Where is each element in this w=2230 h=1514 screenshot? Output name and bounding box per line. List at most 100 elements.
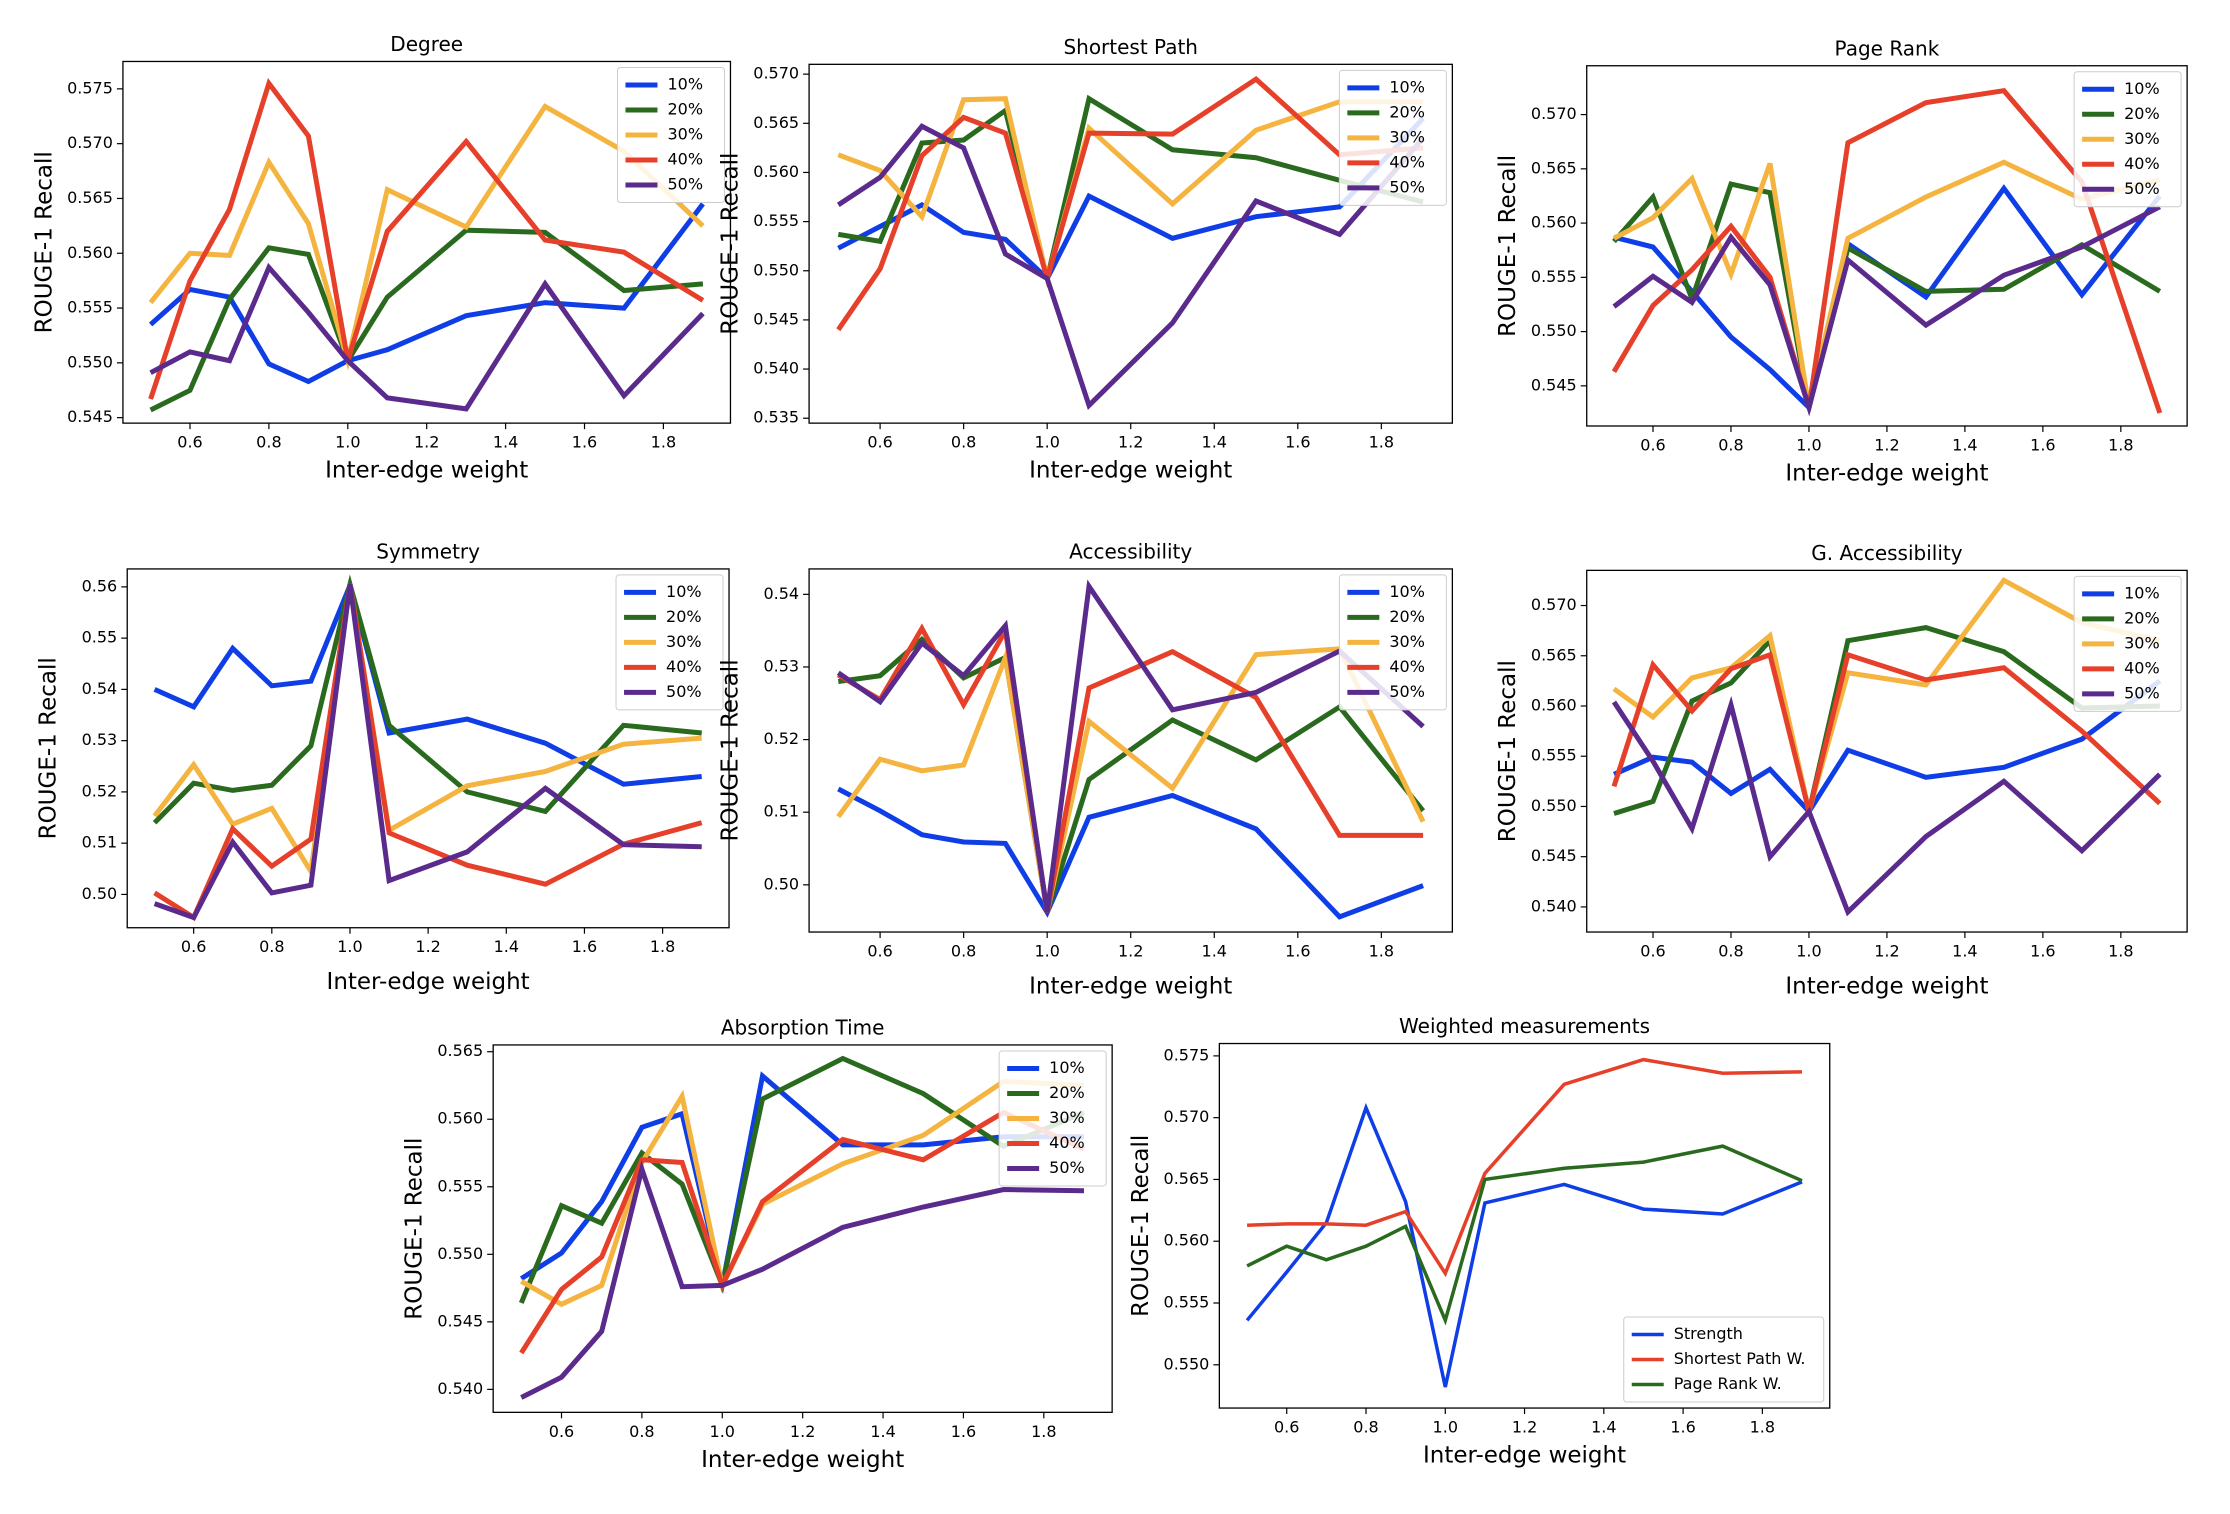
- y-tick-label: 0.555: [1164, 1293, 1210, 1312]
- series-line: [520, 1160, 1085, 1400]
- x-tick-label: 1.8: [2108, 942, 2133, 961]
- x-tick-label: 1.8: [1750, 1418, 1775, 1437]
- y-tick-label: 0.545: [1531, 846, 1577, 865]
- legend-label: 20%: [667, 99, 703, 118]
- y-tick-label: 0.555: [67, 298, 113, 317]
- x-tick-label: 1.8: [650, 937, 675, 956]
- chart-title: Weighted measurements: [1399, 1014, 1650, 1038]
- legend-label: 10%: [667, 74, 703, 93]
- y-tick-label: 0.535: [753, 408, 799, 427]
- y-axis-label: ROUGE-1 Recall: [1495, 155, 1521, 337]
- x-tick-label: 1.0: [1796, 942, 1821, 961]
- series-line: [1612, 204, 2161, 417]
- legend-label: 50%: [1049, 1158, 1085, 1177]
- x-tick-label: 0.6: [549, 1422, 574, 1441]
- legend-label: 40%: [1389, 152, 1425, 171]
- series-line: [1247, 1057, 1803, 1278]
- y-axis-label: ROUGE-1 Recall: [718, 659, 744, 841]
- chart-title: Accessibility: [1069, 539, 1192, 563]
- x-tick-label: 0.6: [1640, 435, 1665, 454]
- y-tick-label: 0.52: [82, 781, 118, 800]
- x-tick-label: 1.8: [1369, 433, 1394, 452]
- legend-label: 50%: [1389, 177, 1425, 196]
- x-tick-label: 1.8: [2108, 435, 2133, 454]
- y-tick-label: 0.565: [1531, 158, 1577, 177]
- y-tick-label: 0.560: [67, 243, 113, 262]
- x-tick-label: 0.8: [1718, 435, 1743, 454]
- y-tick-label: 0.52: [763, 729, 799, 748]
- x-tick-label: 0.8: [1718, 942, 1743, 961]
- y-tick-label: 0.560: [1531, 213, 1577, 232]
- x-tick-label: 1.6: [951, 1422, 976, 1441]
- y-tick-label: 0.565: [437, 1041, 483, 1060]
- x-tick-label: 1.8: [1369, 942, 1394, 961]
- series-line: [836, 123, 1425, 411]
- x-tick-label: 0.8: [259, 937, 284, 956]
- y-tick-label: 0.545: [753, 309, 799, 328]
- legend-label: 40%: [666, 657, 702, 676]
- subplot: 0.6 0.8 1.0 1.2 1.4 1.6 1.8 0.50 0.51 0.52 0.53 0.5…: [718, 539, 1454, 1000]
- x-tick-label: 0.8: [951, 942, 976, 961]
- y-tick-label: 0.50: [763, 874, 799, 893]
- y-tick-label: 0.565: [67, 188, 113, 207]
- x-axis-label: Inter-edge weight: [1029, 458, 1232, 484]
- y-tick-label: 0.565: [1164, 1169, 1210, 1188]
- x-tick-label: 1.6: [2030, 942, 2055, 961]
- series-line: [836, 579, 1425, 913]
- x-axis-label: Inter-edge weight: [327, 969, 530, 995]
- legend-label: 10%: [1389, 77, 1425, 96]
- y-tick-label: 0.560: [753, 162, 799, 181]
- y-tick-label: 0.540: [753, 359, 799, 378]
- y-tick-label: 0.53: [763, 656, 799, 675]
- legend-label: 10%: [666, 582, 702, 601]
- legend-label: 30%: [667, 124, 703, 143]
- x-tick-label: 1.2: [1874, 942, 1899, 961]
- legend-label: 40%: [667, 149, 703, 168]
- x-tick-label: 1.2: [415, 937, 440, 956]
- x-tick-label: 1.6: [1285, 433, 1310, 452]
- x-tick-label: 1.4: [1591, 1418, 1616, 1437]
- legend-box: [1338, 574, 1447, 711]
- legend-box: [1623, 1316, 1825, 1403]
- x-tick-label: 1.4: [493, 433, 518, 452]
- y-tick-label: 0.550: [437, 1244, 483, 1263]
- y-tick-label: 0.51: [763, 802, 799, 821]
- x-axis-label: Inter-edge weight: [1029, 974, 1232, 1000]
- y-tick-label: 0.570: [1164, 1107, 1210, 1126]
- x-tick-label: 1.8: [651, 433, 676, 452]
- y-tick-label: 0.54: [82, 679, 118, 698]
- x-axis-label: Inter-edge weight: [1785, 460, 1988, 486]
- x-tick-label: 1.6: [572, 433, 597, 452]
- x-tick-label: 1.0: [710, 1422, 735, 1441]
- x-tick-label: 1.2: [414, 433, 439, 452]
- y-tick-label: 0.56: [82, 576, 118, 595]
- chart-title: G. Accessibility: [1811, 541, 1962, 565]
- x-tick-label: 1.6: [1670, 1418, 1695, 1437]
- subplot: 0.6 0.8 1.0 1.2 1.4 1.6 1.8 0.50 0.51 0.52 0.53 0.5…: [36, 539, 730, 995]
- legend-label: 50%: [1389, 682, 1425, 701]
- legend-label: 50%: [667, 174, 703, 193]
- y-tick-label: 0.54: [763, 584, 799, 603]
- x-tick-label: 0.6: [177, 433, 202, 452]
- y-tick-label: 0.565: [753, 113, 799, 132]
- legend-label: 30%: [2124, 129, 2160, 148]
- legend-label: 20%: [1389, 102, 1425, 121]
- y-tick-label: 0.555: [437, 1176, 483, 1195]
- x-tick-label: 1.2: [1118, 942, 1143, 961]
- chart-title: Page Rank: [1835, 36, 1940, 60]
- legend-label: 20%: [666, 607, 702, 626]
- x-tick-label: 1.2: [790, 1422, 815, 1441]
- subplot: 0.6 0.8 1.0 1.2 1.4 1.6 1.8 0.535 0.540 0.545 0.55…: [718, 35, 1454, 484]
- x-tick-label: 0.8: [629, 1422, 654, 1441]
- x-tick-label: 1.0: [1034, 942, 1059, 961]
- legend-label: 30%: [2124, 633, 2160, 652]
- legend-box: [998, 1050, 1107, 1187]
- y-tick-label: 0.555: [1531, 267, 1577, 286]
- x-tick-label: 1.8: [1031, 1422, 1056, 1441]
- y-axis-label: ROUGE-1 Recall: [1128, 1135, 1154, 1317]
- x-tick-label: 1.0: [1433, 1418, 1458, 1437]
- x-tick-label: 1.0: [1796, 435, 1821, 454]
- x-tick-label: 1.2: [1874, 435, 1899, 454]
- legend-box: [2073, 575, 2182, 712]
- x-tick-label: 1.4: [1952, 435, 1977, 454]
